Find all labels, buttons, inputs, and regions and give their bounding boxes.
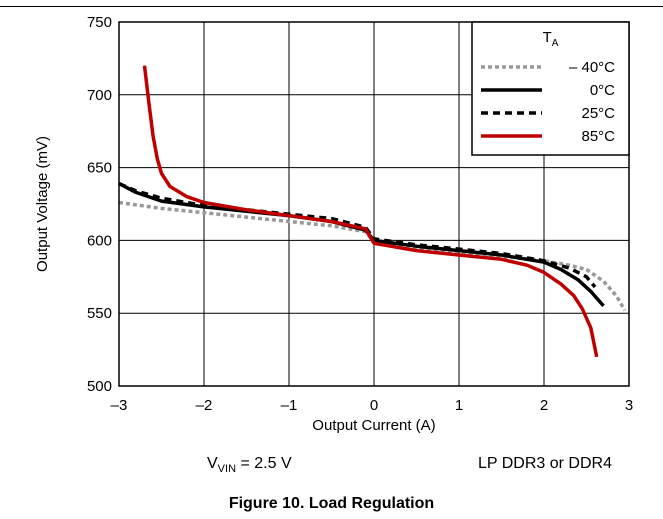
- x-tick-label-5: 2: [540, 397, 548, 414]
- x-tick-label-4: 1: [455, 397, 463, 414]
- y-axis-title: Output Voltage (mV): [34, 136, 51, 272]
- series-line-3: [142, 65, 599, 358]
- ddr-note: LP DDR3 or DDR4: [478, 455, 612, 472]
- legend-label-3: 85°C: [581, 128, 615, 145]
- plot-border: [118, 21, 630, 387]
- y-tick-label-5: 750: [87, 14, 112, 31]
- x-tick-label-2: –1: [281, 397, 298, 414]
- x-tick-label-0: –3: [111, 397, 128, 414]
- legend-title: TA: [543, 29, 559, 49]
- top-rule: [0, 6, 663, 7]
- x-tick-label-1: –2: [196, 397, 213, 414]
- y-tick-label-2: 600: [87, 232, 112, 249]
- figure-caption: Figure 10. Load Regulation: [228, 495, 435, 512]
- vin-note: VVIN = 2.5 V: [207, 455, 292, 476]
- x-tick-label-6: 3: [625, 397, 633, 414]
- legend-label-2: 25°C: [581, 105, 615, 122]
- y-tick-label-1: 550: [87, 305, 112, 322]
- legend: TA – 40°C 0°C 25°C 85°C: [471, 21, 630, 156]
- x-tick-label-3: 0: [370, 397, 378, 414]
- y-tick-label-4: 700: [87, 87, 112, 104]
- y-tick-label-0: 500: [87, 378, 112, 395]
- y-tick-label-3: 650: [87, 160, 112, 177]
- x-axis-title: Output Current (A): [312, 417, 435, 434]
- legend-label-1: 0°C: [590, 82, 615, 99]
- load-regulation-chart: –3 –2 –1 0 1 2 3 500 550 600 650 700 750 Output Curre…: [34, 14, 633, 434]
- legend-label-0: – 40°C: [569, 59, 615, 76]
